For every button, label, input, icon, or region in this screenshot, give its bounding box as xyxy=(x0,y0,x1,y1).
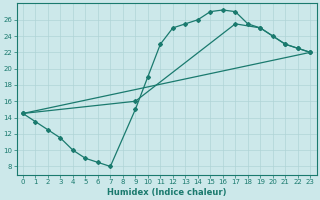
X-axis label: Humidex (Indice chaleur): Humidex (Indice chaleur) xyxy=(107,188,226,197)
